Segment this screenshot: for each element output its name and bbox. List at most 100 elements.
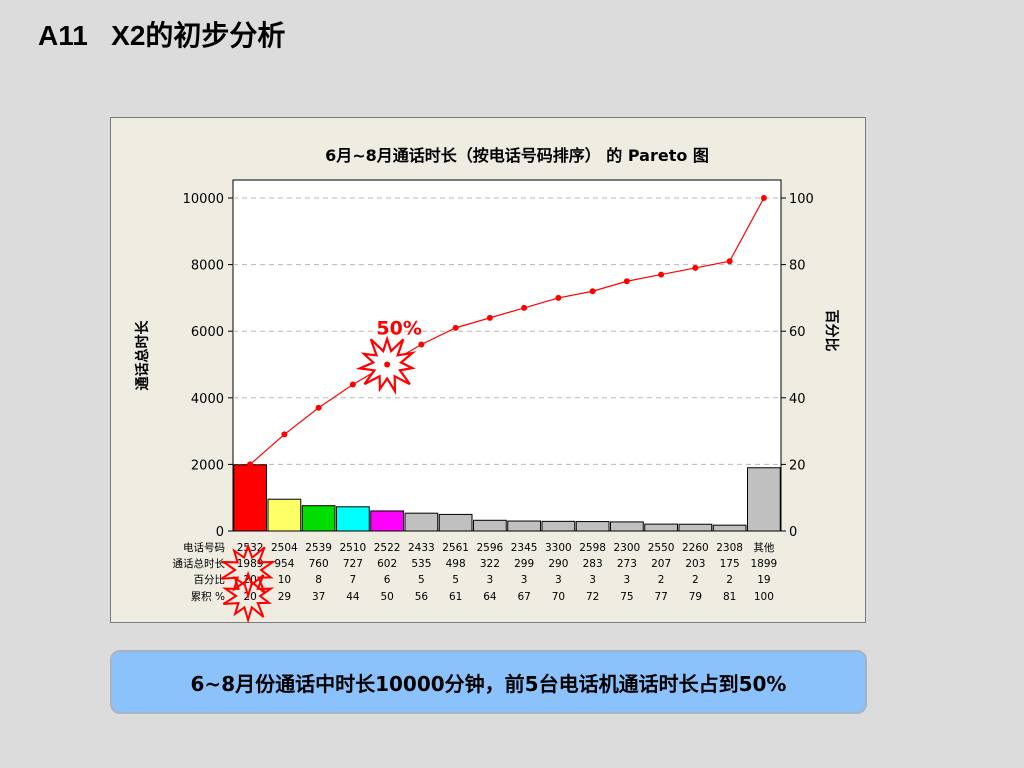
bar: [712, 524, 747, 532]
y2-tick-label: 0: [789, 525, 797, 540]
table-cell-phone: 2561: [442, 542, 469, 554]
cumulative-point: [486, 314, 493, 321]
cumulative-point: [760, 195, 767, 201]
y2-tick-label: 100: [789, 192, 814, 207]
table-row-label: 电话号码: [183, 541, 225, 554]
table-cell-duration: 535: [411, 558, 431, 570]
table-cell-cumulative: 72: [586, 591, 599, 603]
table-cell-percent: 6: [384, 574, 391, 586]
table-cell-cumulative: 37: [312, 591, 325, 603]
plot-area: [232, 179, 782, 532]
cumulative-point: [281, 431, 288, 438]
table-cell-duration: 727: [343, 558, 363, 570]
table-cell-cumulative: 79: [689, 591, 702, 603]
table-row-label: 百分比: [194, 573, 226, 586]
table-cell-duration: 175: [720, 558, 740, 570]
table-cell-phone: 2539: [305, 542, 332, 554]
table-cell-duration: 498: [446, 558, 466, 570]
table-cell-duration: 290: [548, 558, 568, 570]
y-tick-label: 6000: [191, 325, 224, 340]
table-cell-phone: 2598: [579, 542, 606, 554]
table-row-label: 累积 %: [191, 591, 225, 603]
chart-title: 6月~8月通话时长（按电话号码排序） 的 Pareto 图: [325, 146, 709, 165]
y-axis-label: 通话总时长: [134, 320, 151, 391]
table-cell-cumulative: 77: [654, 591, 667, 603]
y-tick-label: 8000: [191, 259, 224, 274]
bar: [404, 512, 439, 532]
table-cell-percent: 3: [589, 574, 596, 586]
table-cell-percent: 8: [315, 574, 322, 586]
pareto-chart-svg: 0 2000 4000 6000 8000 10000 0 20 40 60 80 100 6月~8月通…: [134, 146, 840, 624]
table-cell-duration: 273: [617, 558, 637, 570]
table-cell-phone: 2308: [716, 542, 743, 554]
table-cell-cumulative: 75: [620, 591, 633, 603]
table-cell-duration: 299: [514, 558, 534, 570]
table-cell-duration: 1899: [751, 558, 778, 570]
table-cell-phone: 2510: [340, 542, 367, 554]
table-cell-percent: 3: [521, 574, 528, 586]
cumulative-line: [249, 197, 765, 465]
bar: [541, 520, 576, 532]
bar: [267, 498, 302, 532]
table-cell-phone: 2550: [648, 542, 675, 554]
cumulative-point: [315, 404, 322, 411]
y-tick-label: 2000: [191, 458, 224, 473]
table-cell-cumulative: 61: [449, 591, 462, 603]
cumulative-point: [658, 271, 665, 278]
table-burst-annotation: [220, 543, 277, 600]
y2-tick-label: 80: [789, 259, 806, 274]
annotation-label: 50%: [376, 318, 421, 340]
y2-tick-label: 60: [789, 325, 806, 340]
table-cell-percent: 10: [278, 574, 291, 586]
table-cell-duration: 760: [309, 558, 329, 570]
cumulative-point: [247, 461, 254, 468]
table-cell-phone: 2532: [237, 542, 264, 554]
cumulative-point: [692, 264, 699, 271]
bar: [644, 523, 678, 532]
cumulative-point: [452, 324, 459, 331]
table-cell-cumulative: 29: [278, 591, 291, 603]
pareto-chart: 0 2000 4000 6000 8000 10000 0 20 40 60 80 100 6月~8月通…: [110, 117, 866, 624]
table-cell-duration: 602: [377, 558, 397, 570]
slide-title: A11 X2的初步分析: [38, 20, 286, 51]
table-cell-percent: 2: [726, 574, 733, 586]
table-cell-duration: 203: [685, 558, 705, 570]
bar: [575, 521, 610, 532]
table-cell-phone: 2433: [408, 542, 435, 554]
table-burst-annotation: [221, 570, 275, 624]
table-cell-cumulative: 56: [415, 591, 429, 603]
y2-tick-label: 20: [789, 458, 806, 473]
y-tick-label: 0: [216, 525, 224, 540]
table-cell-cumulative: 44: [346, 591, 360, 603]
cumulative-point: [418, 341, 425, 348]
y-tick-label: 10000: [183, 192, 224, 207]
bar: [301, 505, 336, 532]
cumulative-point: [555, 294, 562, 301]
table-cell-percent: 5: [452, 574, 459, 586]
table-cell-cumulative: 50: [380, 591, 393, 603]
table-cell-percent: 5: [418, 574, 425, 586]
bar: [473, 519, 507, 532]
bar: [336, 506, 370, 532]
table-cell-cumulative: 64: [483, 591, 497, 603]
bar: [507, 520, 541, 532]
table-cell-phone: 2300: [614, 542, 641, 554]
bar: [747, 467, 781, 532]
table-cell-phone: 2596: [477, 542, 504, 554]
table-cell-phone: 2522: [374, 542, 401, 554]
cumulative-point: [384, 361, 391, 368]
table-cell-cumulative: 100: [754, 591, 774, 603]
table-cell-phone: 2504: [271, 542, 298, 554]
table-cell-duration: 322: [480, 558, 500, 570]
cumulative-point: [726, 258, 733, 265]
bar: [678, 523, 713, 532]
table-cell-duration: 1989: [237, 558, 264, 570]
table-cell-cumulative: 81: [723, 591, 736, 603]
table-cell-duration: 207: [651, 558, 671, 570]
table-cell-cumulative: 20: [243, 591, 256, 603]
table-cell-percent: 3: [487, 574, 494, 586]
bar: [370, 510, 404, 532]
table-cell-phone: 2345: [511, 542, 538, 554]
bar: [610, 521, 644, 532]
table-cell-percent: 3: [555, 574, 562, 586]
